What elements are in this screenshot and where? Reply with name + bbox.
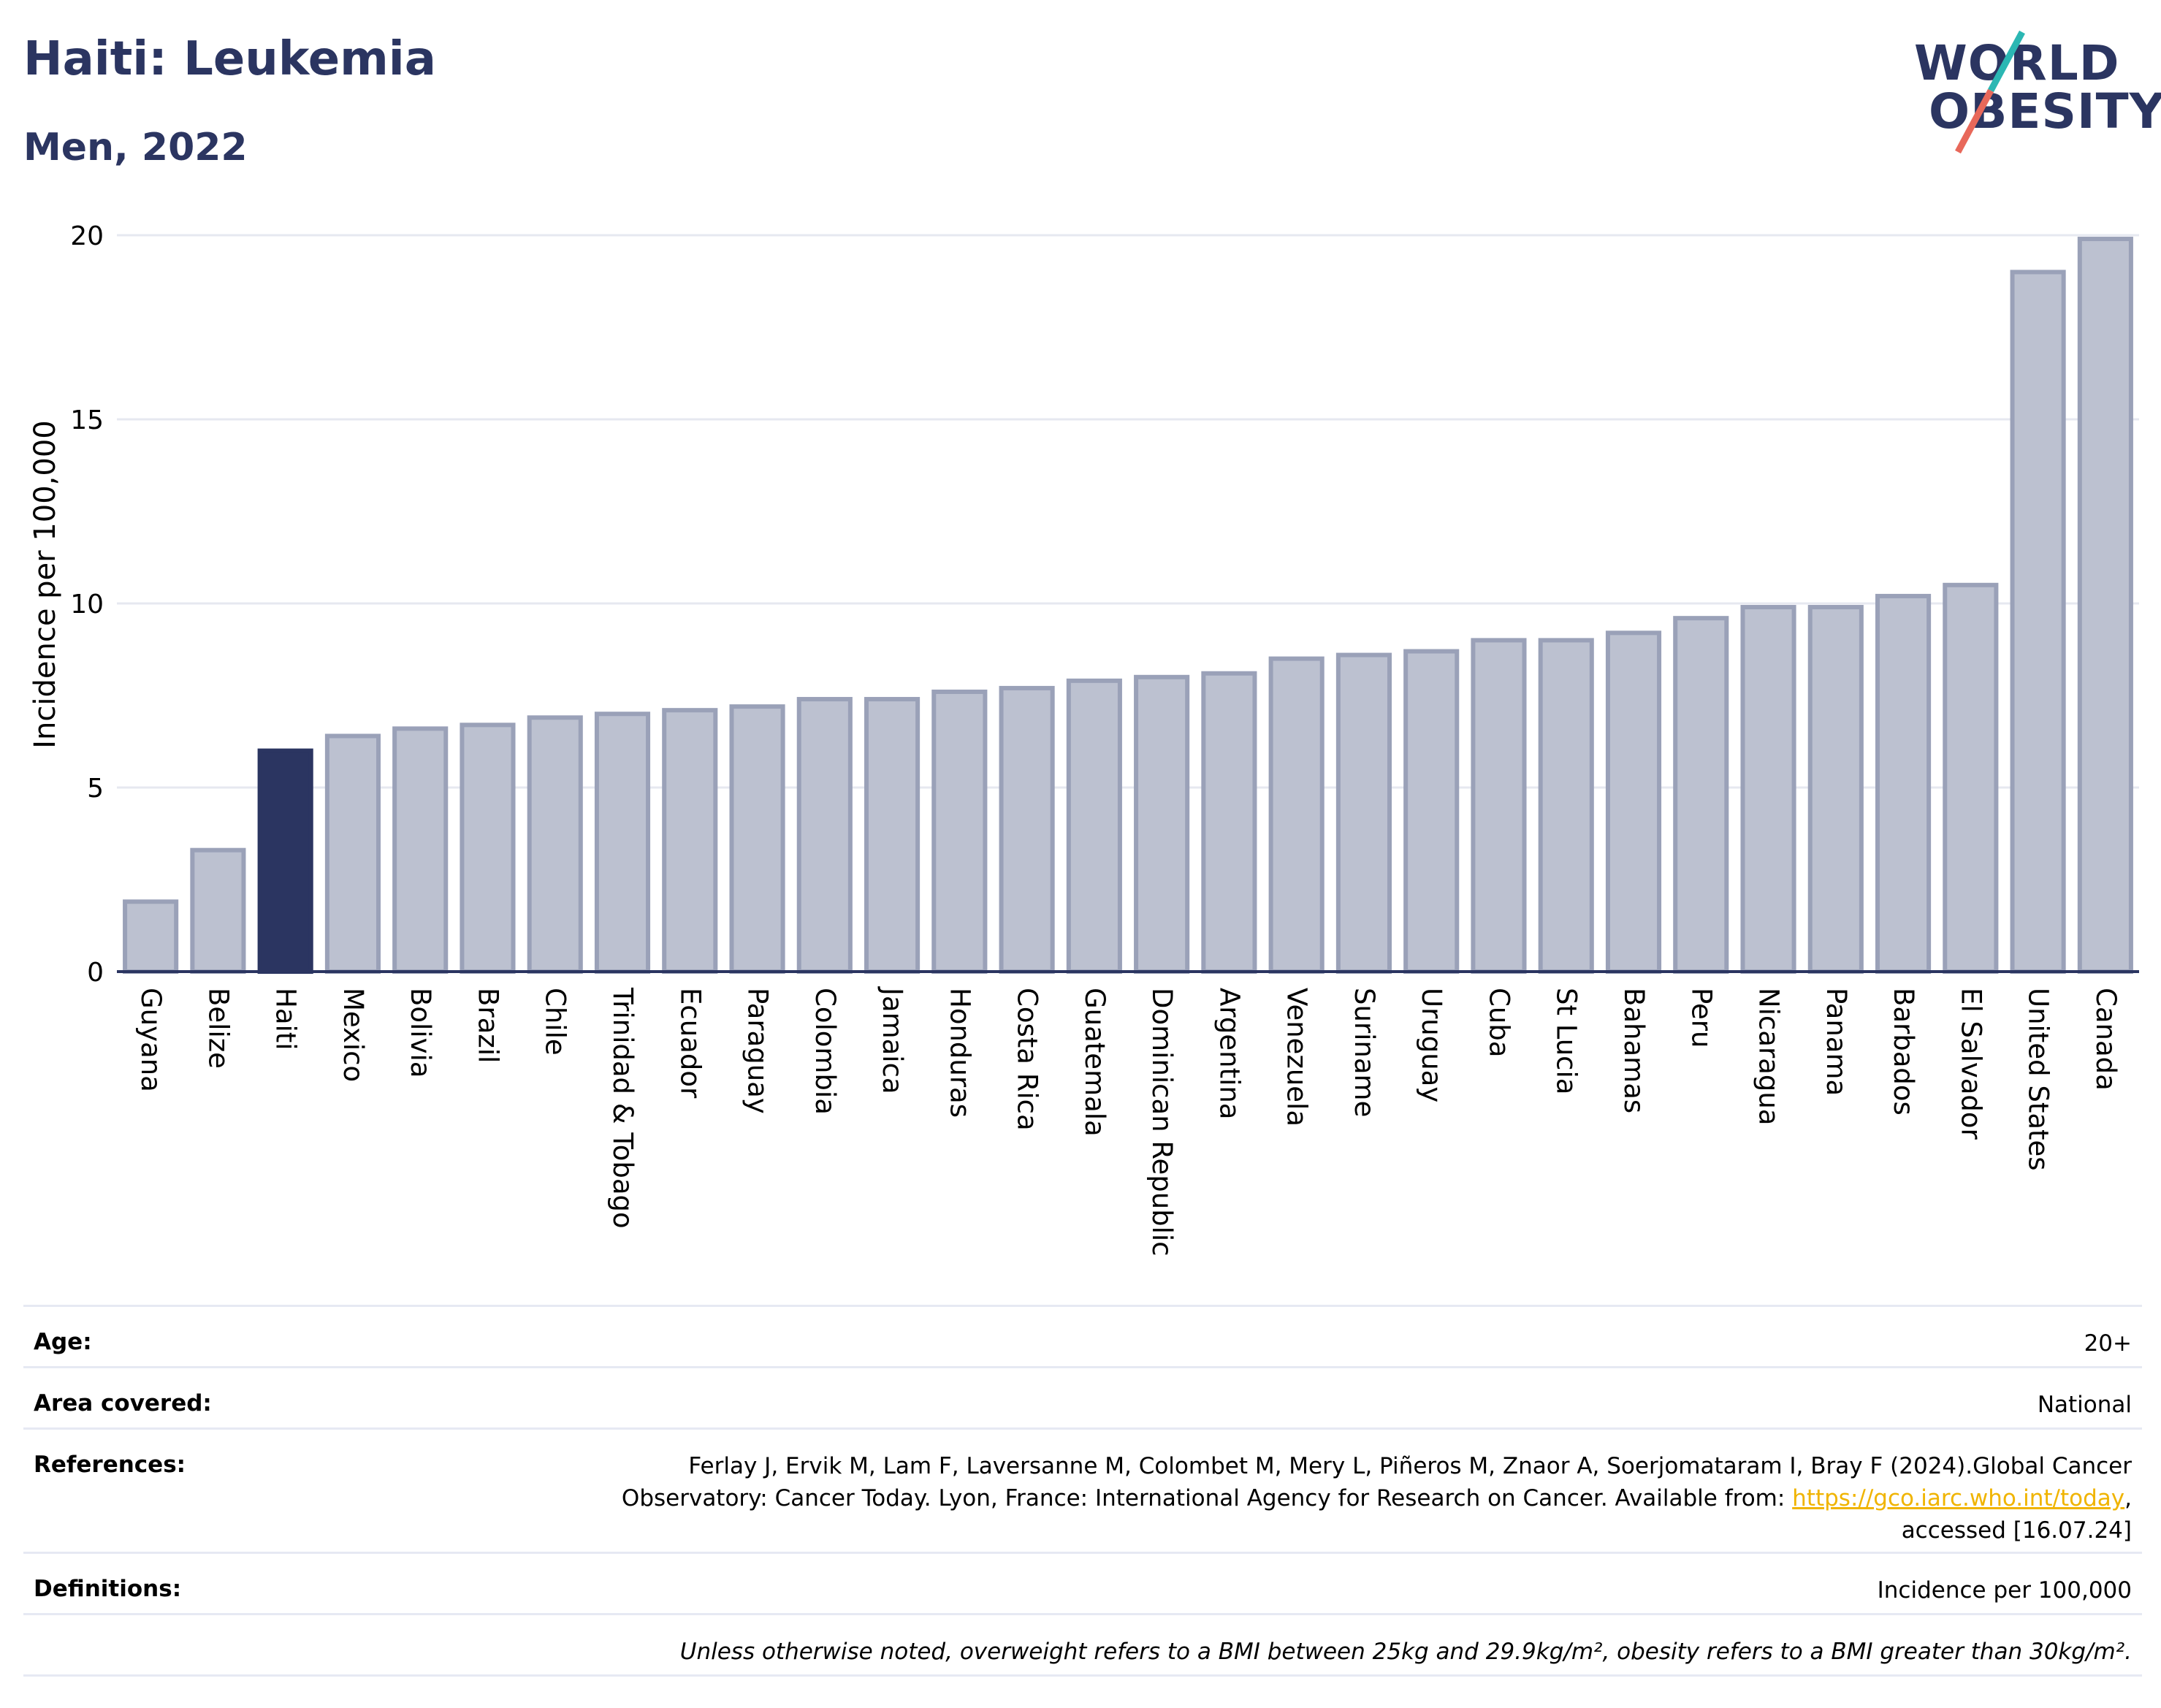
x-tick-label: Belize — [202, 988, 234, 1069]
meta-row-note: Unless otherwise noted, overweight refer… — [23, 1613, 2142, 1677]
x-tick-label: Cuba — [1483, 988, 1514, 1057]
bar-guyana — [123, 899, 179, 974]
x-tick-label: Brazil — [472, 988, 503, 1063]
bar-united-states — [2010, 270, 2066, 974]
bar-venezuela — [1268, 656, 1325, 974]
definitions-value: Incidence per 100,000 — [1877, 1577, 2132, 1604]
bar-argentina — [1201, 671, 1257, 974]
bar-colombia — [796, 697, 853, 974]
references-value: Ferlay J, Ervik M, Lam F, Laversanne M, … — [621, 1453, 2132, 1544]
x-tick-label: Uruguay — [1416, 988, 1447, 1102]
chart-subtitle: Men, 2022 — [23, 126, 248, 169]
x-tick-label: Nicaragua — [1753, 988, 1785, 1125]
x-tick-label: Guyana — [135, 988, 167, 1092]
metadata-table: Age: 20+ Area covered: National Referenc… — [23, 1305, 2142, 1677]
x-tick-label: Peru — [1685, 988, 1717, 1048]
bar-brazil — [460, 723, 516, 974]
meta-row-definitions: Definitions: Incidence per 100,000 — [23, 1552, 2142, 1613]
bar-barbados — [1875, 593, 1932, 974]
y-tick-label: 15 — [70, 405, 104, 435]
y-tick-label: 20 — [70, 221, 104, 251]
x-tick-label: Canada — [2090, 988, 2122, 1091]
logo-slash-icon — [1955, 30, 2025, 154]
x-tick-label: Bolivia — [405, 988, 436, 1078]
x-tick-label: Jamaica — [877, 986, 908, 1094]
bar-ecuador — [662, 708, 718, 974]
references-line-3: accessed [16.07.24] — [1901, 1517, 2132, 1544]
bar-suriname — [1335, 652, 1392, 974]
x-tick-label: Mexico — [338, 988, 369, 1082]
y-tick-labels: 0 5 10 15 20 — [70, 221, 104, 988]
bar-dominican-republic — [1134, 674, 1190, 974]
bar-bolivia — [392, 726, 449, 974]
y-tick-label: 10 — [70, 590, 104, 619]
bar-panama — [1807, 605, 1864, 974]
chart-title: Haiti: Leukemia — [23, 32, 436, 86]
x-tick-label: Paraguay — [742, 988, 774, 1114]
y-axis-label: Incidence per 100,000 — [28, 420, 62, 749]
bar-el-salvador — [1943, 582, 1999, 974]
x-tick-label: Argentina — [1213, 988, 1245, 1119]
references-line-2: Observatory: Cancer Today. Lyon, France:… — [621, 1485, 1793, 1511]
bars — [123, 237, 2133, 975]
bar-belize — [190, 847, 246, 975]
bar-bahamas — [1605, 630, 1662, 974]
bar-jamaica — [864, 697, 921, 974]
bar-cuba — [1471, 638, 1527, 975]
meta-row-references: References: Ferlay J, Ervik M, Lam F, La… — [23, 1427, 2142, 1552]
bar-st-lucia — [1538, 638, 1594, 975]
x-tick-label: Colombia — [809, 988, 841, 1115]
x-tick-label: Barbados — [1888, 988, 1919, 1116]
x-tick-label: Trinidad & Tobago — [607, 987, 639, 1229]
x-tick-label: El Salvador — [1955, 988, 1986, 1140]
area-value: National — [2037, 1392, 2132, 1418]
age-value: 20+ — [2084, 1330, 2132, 1357]
references-label: References: — [34, 1452, 186, 1478]
x-tick-label: Costa Rica — [1012, 988, 1043, 1131]
meta-row-age: Age: 20+ — [23, 1305, 2142, 1366]
bar-canada — [2077, 237, 2133, 975]
x-tick-label: Suriname — [1349, 988, 1380, 1117]
x-tick-label: Ecuador — [674, 988, 706, 1099]
bar-haiti — [257, 748, 313, 974]
x-tick-label: St Lucia — [1551, 988, 1582, 1094]
bar-guatemala — [1066, 678, 1122, 975]
references-link[interactable]: https://gco.iarc.who.int/today — [1792, 1485, 2125, 1511]
y-tick-label: 5 — [87, 774, 104, 804]
x-tick-label: Guatemala — [1079, 988, 1110, 1137]
bmi-note: Unless otherwise noted, overweight refer… — [679, 1639, 2132, 1665]
bar-trinidad-tobago — [594, 712, 651, 974]
bar-uruguay — [1403, 649, 1460, 975]
bar-costa-rica — [999, 685, 1055, 974]
age-label: Age: — [34, 1329, 92, 1355]
bar-honduras — [931, 689, 988, 975]
x-tick-labels: Guyana Belize Haiti Mexico Bolivia Brazil Chil… — [135, 986, 2122, 1257]
y-tick-label: 0 — [87, 958, 104, 988]
area-label: Area covered: — [34, 1390, 212, 1417]
references-line-1: Ferlay J, Ervik M, Lam F, Laversanne M, … — [688, 1453, 2132, 1479]
x-tick-label: Venezuela — [1281, 988, 1313, 1126]
definitions-label: Definitions: — [34, 1576, 182, 1602]
meta-row-area: Area covered: National — [23, 1366, 2142, 1427]
x-tick-label: Chile — [540, 988, 571, 1056]
x-tick-label: United States — [2023, 988, 2054, 1171]
bar-peru — [1673, 616, 1729, 974]
bar-paraguay — [729, 704, 785, 974]
world-obesity-logo: WORLD OBESITY — [1899, 29, 2161, 161]
x-tick-label: Honduras — [944, 988, 975, 1118]
bar-nicaragua — [1740, 605, 1796, 974]
x-tick-label: Bahamas — [1618, 988, 1650, 1113]
x-tick-label: Panama — [1821, 988, 1852, 1096]
bar-chart: 0 5 10 15 20 Guyana Belize Haiti Mexico Bolivia B… — [70, 221, 2139, 1257]
bar-mexico — [324, 733, 381, 974]
x-tick-label: Dominican Republic — [1146, 988, 1178, 1257]
bar-chile — [527, 715, 583, 974]
x-tick-label: Haiti — [270, 988, 302, 1051]
